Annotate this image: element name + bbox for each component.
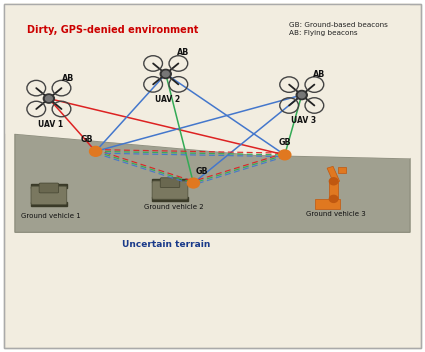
Bar xyxy=(338,167,346,173)
Polygon shape xyxy=(4,4,421,348)
Text: UAV 2: UAV 2 xyxy=(155,95,181,104)
Text: GB: GB xyxy=(278,138,291,147)
Circle shape xyxy=(162,71,169,77)
FancyBboxPatch shape xyxy=(39,183,59,193)
Bar xyxy=(327,166,340,183)
FancyBboxPatch shape xyxy=(152,181,188,199)
Bar xyxy=(31,184,67,188)
Circle shape xyxy=(187,177,200,189)
Circle shape xyxy=(278,149,292,161)
FancyBboxPatch shape xyxy=(31,186,67,205)
Text: Dirty, GPS-denied environment: Dirty, GPS-denied environment xyxy=(27,25,198,35)
Text: GB: Ground-based beacons: GB: Ground-based beacons xyxy=(289,21,388,28)
Text: AB: AB xyxy=(313,70,326,79)
Polygon shape xyxy=(4,4,410,158)
Text: Ground vehicle 2: Ground vehicle 2 xyxy=(144,204,204,210)
Circle shape xyxy=(329,195,338,202)
Circle shape xyxy=(43,94,54,103)
Text: Ground vehicle 1: Ground vehicle 1 xyxy=(21,213,81,219)
Text: AB: AB xyxy=(62,74,74,83)
Circle shape xyxy=(298,92,305,98)
Bar xyxy=(152,179,188,182)
Bar xyxy=(314,199,340,209)
Circle shape xyxy=(160,69,171,78)
Text: UAV 3: UAV 3 xyxy=(291,116,317,125)
Bar xyxy=(329,180,338,199)
Text: AB: Flying beacons: AB: Flying beacons xyxy=(289,30,357,37)
Circle shape xyxy=(45,96,52,101)
FancyBboxPatch shape xyxy=(160,178,180,188)
Text: GB: GB xyxy=(81,135,94,144)
Circle shape xyxy=(296,90,307,100)
Text: AB: AB xyxy=(176,48,189,57)
Text: Ground vehicle 3: Ground vehicle 3 xyxy=(306,211,366,217)
Polygon shape xyxy=(15,134,410,232)
Text: UAV 1: UAV 1 xyxy=(38,120,64,129)
Bar xyxy=(152,197,188,201)
Circle shape xyxy=(329,178,338,185)
Bar xyxy=(31,202,67,206)
Circle shape xyxy=(89,146,102,157)
Text: GB: GB xyxy=(196,166,208,176)
Text: Uncertain terrain: Uncertain terrain xyxy=(122,240,210,249)
